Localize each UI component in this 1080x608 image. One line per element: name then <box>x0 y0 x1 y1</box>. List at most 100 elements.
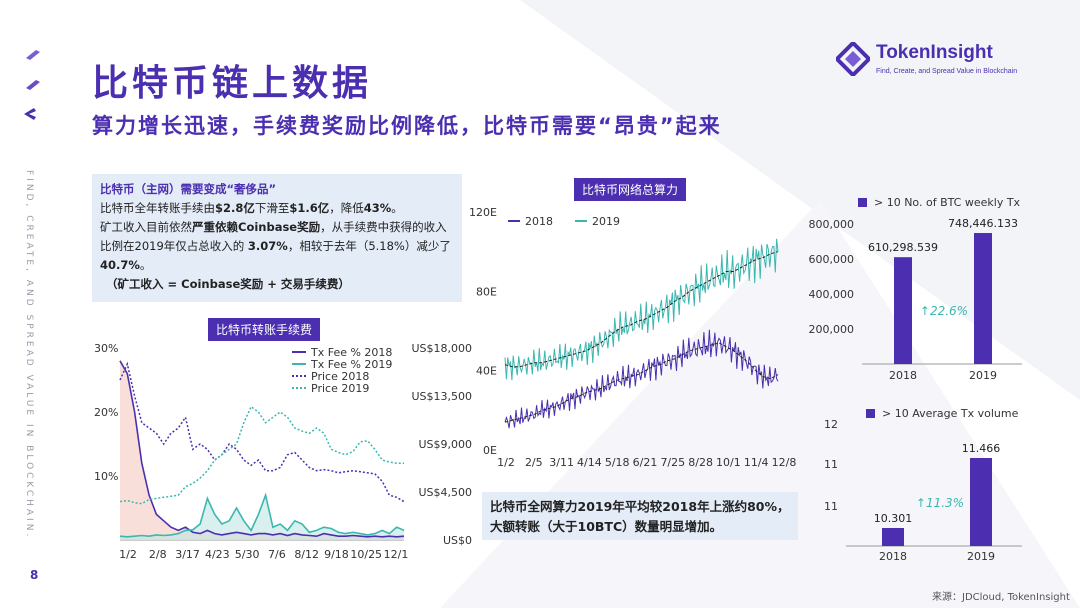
fee-x-tick: 2/8 <box>149 548 167 561</box>
fee-series-line <box>119 405 404 505</box>
fee-x-tick: 12/1 <box>384 548 409 561</box>
hash-x-tick: 3/11 <box>549 456 574 469</box>
tokeninsight-logo: TokenInsight Find, Create, and Spread Va… <box>836 42 1036 82</box>
fee-x-tick: 5/30 <box>235 548 260 561</box>
weekly-y-tick: 400,000 <box>809 288 855 301</box>
weekly-growth-label: ↑22.6% <box>920 304 968 318</box>
hash-x-tick: 7/25 <box>660 456 685 469</box>
text: 。 <box>139 258 152 272</box>
note-box: 比特币全网算力2019年平均较2018年上涨约80%， 大额转账（大于10BTC… <box>482 492 798 540</box>
avg-legend-swatch <box>866 409 875 418</box>
info-line-1: 比特币全年转账手续由$2.8亿下滑至$1.6亿，降低43%。 <box>100 199 454 218</box>
info-formula: （矿工收入 = Coinbase奖励 + 交易手续费） <box>106 277 350 291</box>
avg-growth-label: ↑11.3% <box>916 496 964 510</box>
hashrate-chart-title: 比特币网络总算力 <box>574 178 687 201</box>
weekly-x-tick: 2019 <box>969 369 997 382</box>
fee-y-left-tick: 10% <box>94 470 118 483</box>
fee-series-line <box>119 492 405 538</box>
hash-x-tick: 12/8 <box>772 456 797 469</box>
weekly-value-label: 748,446.133 <box>948 217 1018 230</box>
value: 43% <box>363 201 392 215</box>
fee-y-left-tick: 20% <box>94 406 118 419</box>
fee-y-right-tick: US$18,000 <box>411 342 472 355</box>
hash-x-tick: 10/1 <box>716 456 741 469</box>
fee-y-right-tick: US$9,000 <box>418 438 472 451</box>
logo-tagline: Find, Create, and Spread Value in Blockc… <box>876 68 1018 75</box>
weekly-x-tick: 2018 <box>889 369 917 382</box>
weekly-y-tick: 800,000 <box>809 218 855 231</box>
chevron-mark-icon <box>26 50 40 60</box>
fee-x-tick: 9/18 <box>324 548 349 561</box>
fee-chart-title: 比特币转账手续费 <box>208 318 321 341</box>
hash-x-tick: 5/18 <box>605 456 630 469</box>
weekly-y-tick: 200,000 <box>809 323 855 336</box>
source-note: 来源：JDCloud, TokenInsight <box>932 592 1070 603</box>
weekly-y-tick: 600,000 <box>809 253 855 266</box>
hash-x-tick: 8/28 <box>688 456 713 469</box>
avg-y-tick: 11 <box>824 500 838 513</box>
fee-legend-label: Price 2019 <box>311 382 369 395</box>
fee-y-left-tick: 30% <box>94 342 118 355</box>
hash-trend-line <box>504 342 779 423</box>
hash-series-line <box>504 238 779 381</box>
avg-bar <box>882 528 904 546</box>
avg-value-label: 11.466 <box>962 442 1001 455</box>
hash-x-tick: 11/4 <box>744 456 769 469</box>
value: 40.7% <box>100 258 140 272</box>
text: 下滑至 <box>254 201 290 215</box>
fee-series-line <box>119 360 405 538</box>
value: $2.8亿 <box>215 201 255 215</box>
hash-y-tick: 0E <box>483 444 497 457</box>
fee-y-right-tick: US$13,500 <box>411 390 472 403</box>
avg-legend-label: > 10 Average Tx volume <box>882 407 1019 420</box>
text: 。 <box>391 201 403 215</box>
value: 严重依赖Coinbase奖励 <box>192 220 321 234</box>
fee-2019-area <box>120 495 404 540</box>
avg-x-tick: 2018 <box>879 550 907 563</box>
fee-legend-label: Price 2018 <box>311 370 369 383</box>
hash-y-tick: 120E <box>469 206 497 219</box>
fee-legend-label: Tx Fee % 2019 <box>310 358 392 371</box>
text: ，相较于去年（5.18%）减少了 <box>287 239 451 253</box>
hash-legend-label: 2019 <box>592 215 620 228</box>
avg-y-tick: 12 <box>824 418 838 431</box>
info-box: 比特币（主网）需要变成“奢侈品” 比特币全年转账手续由$2.8亿下滑至$1.6亿… <box>92 174 462 302</box>
fee-legend-label: Tx Fee % 2018 <box>310 346 392 359</box>
fee-series-line <box>119 361 405 503</box>
hash-y-tick: 40E <box>476 365 497 378</box>
fee-y-right-tick: US$4,500 <box>418 486 472 499</box>
weekly-bar <box>894 257 912 364</box>
hash-x-tick: 6/21 <box>633 456 658 469</box>
fee-x-tick: 10/25 <box>350 548 382 561</box>
text: 矿工收入目前依然 <box>100 220 192 234</box>
avg-y-tick: 11 <box>824 458 838 471</box>
fee-y-right-tick: US$0 <box>443 534 472 547</box>
page-subtitle: 算力增长迅速，手续费奖励比例降低，比特币需要“昂贵”起来 <box>92 114 722 138</box>
avg-bar <box>970 458 992 546</box>
hash-trend-line <box>504 251 779 368</box>
fee-x-tick: 1/2 <box>119 548 137 561</box>
value: $1.6亿 <box>289 201 330 215</box>
fee-x-tick: 8/12 <box>294 548 319 561</box>
info-line-2: 矿工收入目前依然严重依赖Coinbase奖励，从手续费中获得的收入比例在2019… <box>100 218 454 275</box>
weekly-legend-swatch <box>858 198 867 207</box>
weekly-bar <box>974 233 992 364</box>
hash-x-tick: 2/5 <box>525 456 543 469</box>
hash-series-line <box>504 329 779 429</box>
fee-x-tick: 7/6 <box>268 548 286 561</box>
value: 3.07% <box>247 239 288 253</box>
fee-x-tick: 4/23 <box>205 548 230 561</box>
hash-y-tick: 80E <box>476 285 497 298</box>
page-number: 8 <box>30 568 39 582</box>
fee-2018-area <box>120 360 404 540</box>
avg-value-label: 10.301 <box>874 512 913 525</box>
hash-legend-label: 2018 <box>525 215 553 228</box>
note-line-1: 比特币全网算力2019年平均较2018年上涨约80%， <box>490 499 790 514</box>
info-heading: 比特币（主网）需要变成“奢侈品” <box>100 182 277 196</box>
text: ，从手续费中获得的收入比例在2019年仅占总收入的 <box>100 220 447 253</box>
logo-name: TokenInsight <box>876 42 993 63</box>
weekly-legend-label: > 10 No. of BTC weekly Tx <box>874 196 1021 209</box>
avg-x-tick: 2019 <box>967 550 995 563</box>
weekly-value-label: 610,298.539 <box>868 241 938 254</box>
